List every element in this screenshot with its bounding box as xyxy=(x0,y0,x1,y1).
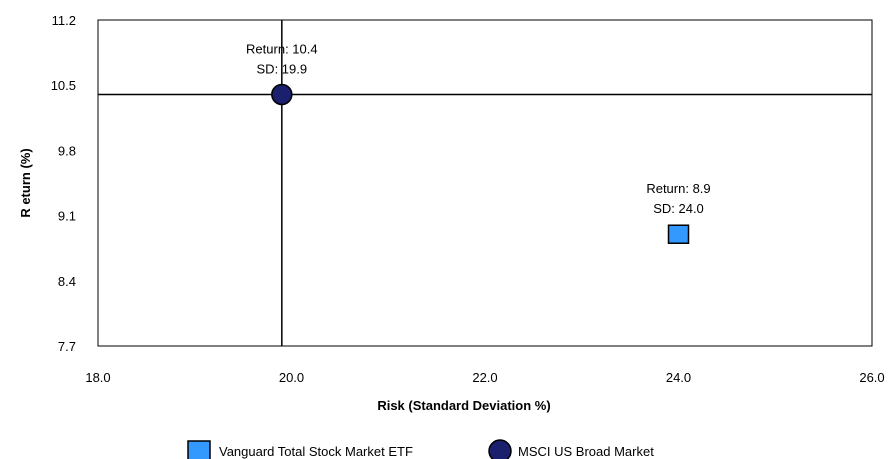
x-tick-label: 20.0 xyxy=(279,370,304,385)
x-tick-label: 18.0 xyxy=(85,370,110,385)
y-tick-label: 11.2 xyxy=(52,13,76,28)
legend: Vanguard Total Stock Market ETF MSCI US … xyxy=(187,439,654,459)
point-label-return: Return: 10.4 xyxy=(246,42,318,57)
x-axis-title: Risk (Standard Deviation %) xyxy=(377,398,550,413)
y-tick-label: 7.7 xyxy=(58,339,76,354)
legend-label-msci: MSCI US Broad Market xyxy=(518,444,654,459)
y-axis-ticks: 7.7 8.4 9.1 9.8 10.5 11.2 xyxy=(51,13,76,354)
y-tick-label: 10.5 xyxy=(51,78,76,93)
legend-swatch-vanguard xyxy=(187,440,211,459)
legend-label-vanguard: Vanguard Total Stock Market ETF xyxy=(219,444,413,459)
data-point-msci xyxy=(271,83,293,106)
plot-area xyxy=(97,19,873,347)
point-label-return: Return: 8.9 xyxy=(646,181,710,196)
x-axis-ticks: 18.0 20.0 22.0 24.0 26.0 xyxy=(85,370,884,385)
y-axis-title: R eturn (%) xyxy=(18,148,33,217)
data-point-vanguard xyxy=(667,224,690,244)
x-tick-label: 22.0 xyxy=(472,370,497,385)
point-label-sd: SD: 24.0 xyxy=(653,201,704,216)
point-label-sd: SD: 19.9 xyxy=(257,62,308,77)
y-tick-label: 9.1 xyxy=(58,209,76,224)
x-tick-label: 24.0 xyxy=(666,370,691,385)
data-points: Return: 8.9 SD: 24.0 Return: 10.4 SD: 19.9 xyxy=(246,42,711,244)
legend-swatch-msci xyxy=(488,439,512,459)
y-tick-label: 9.8 xyxy=(58,143,76,158)
y-tick-label: 8.4 xyxy=(58,274,76,289)
x-tick-label: 26.0 xyxy=(859,370,884,385)
